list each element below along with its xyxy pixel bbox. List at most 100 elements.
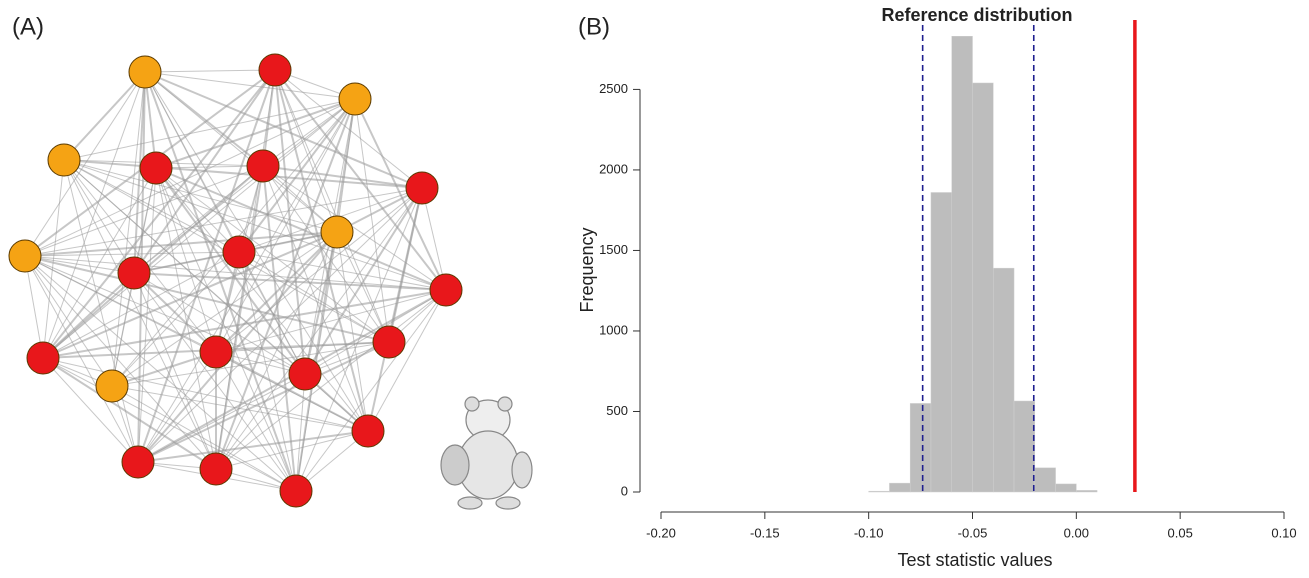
bar [889, 482, 911, 493]
x-tick-label: -0.05 [958, 525, 988, 540]
edge [111, 351, 217, 387]
edge [295, 373, 306, 492]
edge [111, 71, 146, 387]
edge [262, 165, 423, 189]
edge [111, 341, 390, 387]
edge [215, 351, 369, 432]
edge [336, 231, 390, 343]
node [288, 357, 322, 391]
edge [274, 69, 338, 233]
edge [262, 165, 338, 233]
edge [137, 351, 217, 463]
node [121, 445, 155, 479]
edge [295, 289, 447, 492]
edge [155, 167, 217, 470]
edge [215, 187, 423, 353]
panel-label: (A) [12, 13, 44, 40]
edge [42, 357, 217, 470]
edge [63, 159, 135, 274]
bar [1076, 490, 1098, 493]
x-tick-label: -0.20 [646, 525, 676, 540]
edge [155, 165, 264, 169]
edge [215, 373, 306, 470]
bar [1013, 400, 1036, 493]
x-tick-label: 0.05 [1168, 525, 1193, 540]
edge [215, 187, 423, 470]
edge [137, 187, 423, 463]
edge [133, 272, 306, 375]
edge [111, 251, 240, 387]
edge [42, 289, 447, 359]
node [246, 149, 280, 183]
node [222, 235, 256, 269]
bar [951, 36, 973, 493]
edge [24, 255, 390, 343]
edge [42, 357, 297, 492]
edge [24, 251, 240, 257]
x-tick-label: -0.15 [750, 525, 780, 540]
edge [215, 289, 447, 470]
bar [868, 490, 890, 493]
edge [137, 430, 369, 463]
edge [42, 165, 264, 359]
edge [144, 69, 276, 73]
edge [137, 373, 306, 463]
edge [238, 251, 306, 375]
edge [111, 272, 135, 387]
y-tick-label: 2500 [599, 81, 628, 96]
edge [238, 251, 390, 343]
x-tick-label: 0.10 [1271, 525, 1296, 540]
node [199, 452, 233, 486]
y-tick-label: 1500 [599, 242, 628, 257]
node [139, 151, 173, 185]
x-axis-label: Test statistic values [897, 550, 1052, 570]
edge [42, 357, 139, 463]
edge [137, 167, 157, 463]
edge [42, 69, 276, 359]
bar [1055, 483, 1077, 493]
edge [274, 69, 390, 343]
edge [304, 187, 423, 375]
x-tick-label: -0.10 [854, 525, 884, 540]
bear-sketch [440, 396, 533, 510]
edge [155, 167, 217, 353]
edge [144, 71, 369, 432]
edge [133, 272, 217, 353]
edge [42, 357, 369, 432]
edge [24, 255, 139, 463]
edge [421, 187, 447, 291]
node [429, 273, 463, 307]
y-tick-label: 2000 [599, 161, 628, 176]
y-tick-label: 0 [621, 483, 628, 498]
edge [155, 167, 240, 253]
edge [215, 165, 264, 470]
edge [274, 69, 423, 189]
y-tick-label: 1000 [599, 322, 628, 337]
node [320, 215, 354, 249]
node [117, 256, 151, 290]
node [199, 335, 233, 369]
edge [133, 272, 217, 470]
edge [155, 167, 447, 291]
panel-label: (B) [578, 13, 610, 40]
edge [63, 159, 217, 353]
edge [133, 272, 447, 291]
edge [262, 98, 356, 167]
node [8, 239, 42, 273]
edge [24, 71, 146, 257]
y-axis-label: Frequency [577, 227, 597, 312]
node [47, 143, 81, 177]
edge [24, 165, 264, 257]
edge [24, 255, 217, 470]
edge [367, 187, 423, 432]
edge [133, 69, 276, 274]
network [8, 53, 463, 508]
node [338, 82, 372, 116]
bar [972, 82, 994, 493]
edge [111, 385, 297, 492]
edge [215, 341, 390, 353]
edge [24, 255, 44, 359]
edge [238, 251, 447, 291]
edge [24, 187, 423, 257]
